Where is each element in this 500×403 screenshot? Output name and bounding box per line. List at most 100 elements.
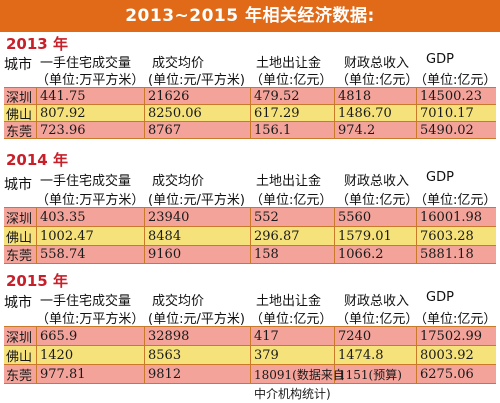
table-row: 东莞 977.81 9812 18091(数据来自 1151(预算) 6275.… [4,364,496,384]
header-volume-unit: （单位:万平方米） [36,312,145,327]
value-cell: 8003.92 [420,347,474,363]
header-land-unit: （单位:亿元） [250,312,333,327]
value-cell: 552 [254,209,279,225]
header-volume-unit: （单位:万平方米） [36,193,145,208]
header-revenue-unit: （单位:亿元） [336,73,419,88]
value-cell: 1151(预算) [338,367,402,382]
value-cell: 379 [254,347,279,363]
header-land-unit: （单位:亿元） [250,73,333,88]
value-cell: 5881.18 [420,247,474,262]
value-cell: 8250.06 [148,105,202,121]
header-price: 成交均价 [152,56,205,71]
year-heading-2015: 2015 年 [6,272,68,290]
value-cell: 6275.06 [420,366,474,382]
value-cell: 1420 [40,347,74,363]
header-gdp: GDP [426,52,454,67]
city-cell: 佛山 [6,107,33,123]
value-cell: 8767 [148,122,182,138]
header-price-unit: (单位:元/平方米) [148,73,245,88]
header-land: 土地出让金 [256,174,322,189]
table-row: 佛山 1420 8563 379 1474.8 8003.92 [4,345,496,365]
value-cell: 974.2 [338,122,376,138]
value-cell: 5560 [338,209,372,225]
table-row: 深圳 403.35 23940 552 5560 16001.98 [4,207,496,227]
header-land-unit: （单位:亿元） [250,193,333,208]
header-city: 城市 [4,177,32,193]
value-cell: 14500.23 [420,88,483,104]
table-row: 佛山 1002.47 8484 296.87 1579.01 7603.28 [4,226,496,246]
city-cell: 佛山 [6,349,33,365]
value-cell: 8484 [148,228,182,244]
value-cell: 479.52 [254,88,300,104]
header-volume-unit: （单位:万平方米） [36,73,145,88]
page-title: 2013~2015 年相关经济数据: [0,0,500,32]
header-price-unit: (单位:元/平方米) [148,312,245,327]
header-land: 土地出让金 [256,294,322,309]
value-cell: 403.35 [40,209,86,225]
table-row: 东莞 558.74 9160 158 1066.2 5881.18 [4,245,496,264]
value-cell: 158 [254,247,279,262]
city-cell: 深圳 [6,330,33,346]
value-cell: 9812 [148,366,182,382]
city-cell: 深圳 [6,90,33,106]
value-cell: 7240 [338,328,372,344]
value-cell: 417 [254,328,279,344]
value-cell: 665.9 [40,328,78,344]
header-price: 成交均价 [152,174,205,189]
header-volume: 一手住宅成交量 [40,294,132,309]
value-cell: 9160 [148,247,182,262]
header-price-unit: (单位:元/平方米) [148,193,245,208]
value-cell: 1579.01 [338,228,392,244]
year-heading-2013: 2013 年 [6,35,68,53]
city-cell: 东莞 [6,249,33,264]
header-revenue-unit: （单位:亿元） [336,312,419,327]
header-gdp: GDP [426,170,454,185]
year-heading-2014: 2014 年 [6,151,68,169]
table-row: 深圳 441.75 21626 479.52 4818 14500.23 [4,87,496,106]
value-cell: 7010.17 [420,105,474,121]
value-cell: 558.74 [40,247,86,262]
value-cell: 32898 [148,328,190,344]
table-row: 深圳 665.9 32898 417 7240 17502.99 [4,326,496,346]
value-cell: 23940 [148,209,190,225]
table-row: 东莞 723.96 8767 156.1 974.2 5490.02 [4,121,496,140]
value-cell: 617.29 [254,105,300,121]
city-cell: 佛山 [6,230,33,246]
city-cell: 深圳 [6,211,33,227]
value-cell: 156.1 [254,122,292,138]
footnote: 中介机构统计) [254,387,331,401]
header-city: 城市 [4,295,32,311]
value-cell: 1486.70 [338,105,392,121]
header-price: 成交均价 [152,294,205,309]
value-cell: 441.75 [40,88,86,104]
value-cell: 16001.98 [420,209,483,225]
value-cell: 21626 [148,88,190,104]
value-cell: 18091(数据来自 [254,367,345,382]
header-gdp: GDP [426,290,454,305]
header-revenue: 财政总收入 [344,174,410,189]
value-cell: 807.92 [40,105,86,121]
table-row: 佛山 807.92 8250.06 617.29 1486.70 7010.17 [4,104,496,123]
value-cell: 1474.8 [338,347,384,363]
header-city: 城市 [4,57,32,73]
value-cell: 1002.47 [40,228,94,244]
value-cell: 4818 [338,88,372,104]
header-volume: 一手住宅成交量 [40,56,132,71]
header-gdp-unit: （单位:亿元） [414,193,497,208]
value-cell: 5490.02 [420,122,474,138]
value-cell: 17502.99 [420,328,483,344]
value-cell: 8563 [148,347,182,363]
city-cell: 东莞 [6,124,33,140]
header-gdp-unit: （单位:亿元） [414,312,497,327]
header-gdp-unit: （单位:亿元） [414,73,497,88]
header-revenue: 财政总收入 [344,294,410,309]
value-cell: 1066.2 [338,247,384,262]
value-cell: 7603.28 [420,228,474,244]
header-revenue: 财政总收入 [344,56,410,71]
value-cell: 723.96 [40,122,86,138]
city-cell: 东莞 [6,368,33,384]
value-cell: 977.81 [40,366,86,382]
value-cell: 296.87 [254,228,300,244]
header-land: 土地出让金 [256,56,322,71]
header-volume: 一手住宅成交量 [40,174,132,189]
